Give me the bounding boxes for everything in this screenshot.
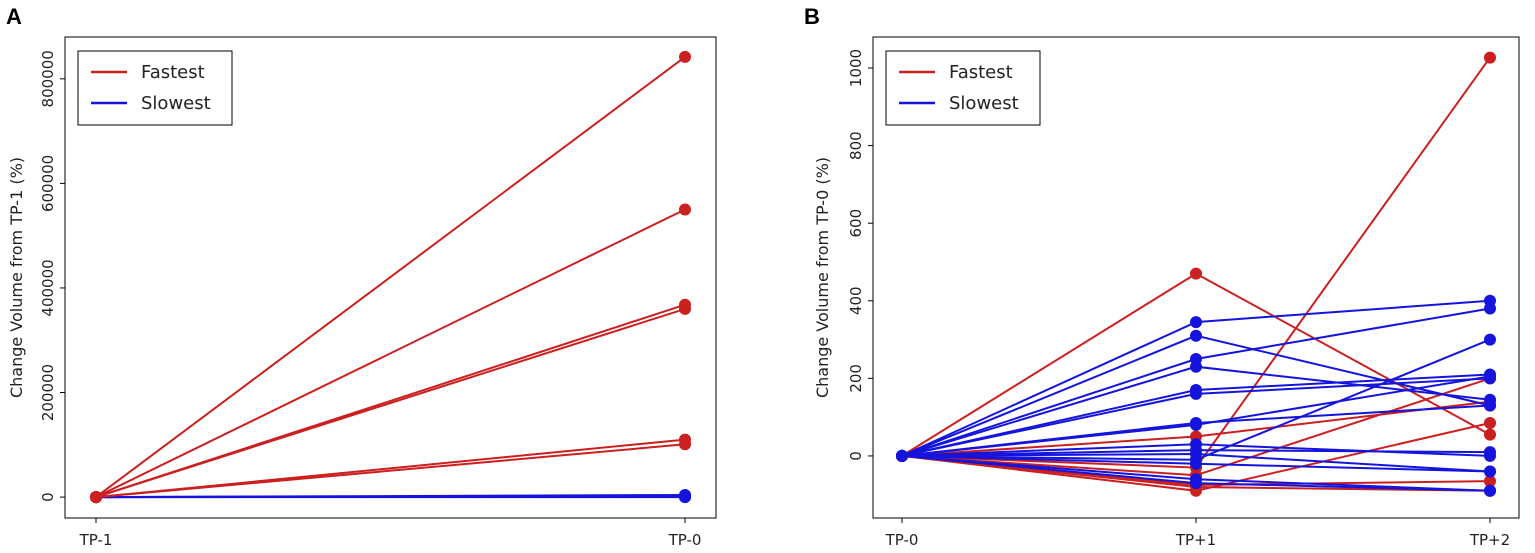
chart-b-data-point: [1190, 360, 1202, 373]
chart-a-plot-frame: [64, 36, 717, 519]
chart-b-y-tick-label: 200: [847, 364, 865, 393]
chart-a-series-line-fastest: [95, 307, 686, 499]
chart-a-x-tick-label: TP-0: [668, 531, 702, 549]
chart-a-x-tick-label: TP-1: [79, 531, 113, 549]
chart-b-y-tick-label: 400: [847, 286, 865, 315]
chart-a-legend-label-slowest: Slowest: [141, 93, 211, 114]
chart-b-data-point: [1190, 387, 1202, 400]
chart-a-y-axis-title: Change Volume from TP-1 (%): [7, 157, 26, 398]
chart-a-y-tick-label: 400000: [39, 259, 57, 316]
chart-b-y-tick-label: 800: [847, 131, 865, 160]
chart-a-y-tick-label: 200000: [39, 364, 57, 421]
chart-b-data-point: [1190, 418, 1202, 431]
chart-a-data-point: [679, 302, 691, 315]
chart-a-series-line-fastest: [95, 443, 686, 499]
chart-b-data-point: [1190, 267, 1202, 280]
chart-b-data-point: [1484, 417, 1496, 429]
chart-b-data-point: [1484, 370, 1496, 383]
chart-b-data-point: [1190, 457, 1202, 470]
chart-b-data-point: [1484, 475, 1496, 488]
panel-label-a: A: [6, 4, 22, 29]
chart-a-y-tick-label: 600000: [39, 155, 57, 212]
chart-b-data-point: [1484, 333, 1496, 346]
chart-b-data-point: [1484, 465, 1496, 478]
chart-a-data-point: [679, 203, 691, 216]
chart-b-data-point: [1484, 428, 1496, 441]
chart-a-legend-box: [77, 50, 233, 126]
chart-b-legend-label-fastest: Fastest: [949, 62, 1013, 83]
chart-b-legend-box: [885, 50, 1041, 126]
chart-b-data-point: [1484, 446, 1496, 459]
chart-a-data-point: [679, 490, 691, 503]
chart-b-data-point: [1190, 316, 1202, 329]
chart-a-data-point: [679, 438, 691, 451]
chart-b-x-tick-label: TP+1: [1175, 531, 1216, 549]
chart-a-y-tick-label: 800000: [39, 50, 57, 107]
chart-a-series-line-slowest: [95, 495, 686, 499]
chart-b-y-tick-label: 0: [847, 451, 865, 461]
chart-a-legend-label-fastest: Fastest: [141, 62, 205, 83]
chart-b-y-tick-label: 600: [847, 209, 865, 238]
chart-b-x-tick-label: TP-0: [885, 531, 919, 549]
chart-b-data-point: [896, 449, 908, 462]
chart-b-data-point: [1190, 477, 1202, 490]
panel-label-b: B: [804, 4, 820, 29]
chart-b-data-point: [1484, 51, 1496, 64]
chart-b-x-tick-label: TP+2: [1469, 531, 1510, 549]
chart-b-legend-label-slowest: Slowest: [949, 93, 1019, 114]
chart-a-data-point: [90, 491, 102, 504]
chart-a-y-tick-label: 0: [39, 492, 57, 502]
chart-a-series-line-fastest: [95, 56, 686, 498]
chart-b-data-point: [1190, 329, 1202, 342]
chart-b-data-point: [1484, 302, 1496, 315]
chart-b-data-point: [1484, 399, 1496, 412]
chart-b-y-tick-label: 1000: [847, 49, 865, 87]
chart-a-data-point: [679, 50, 691, 63]
chart-a-series-line-fastest: [95, 208, 686, 498]
chart-b-y-axis-title: Change Volume from TP-0 (%): [813, 157, 832, 398]
chart-b-data-point: [1484, 484, 1496, 497]
